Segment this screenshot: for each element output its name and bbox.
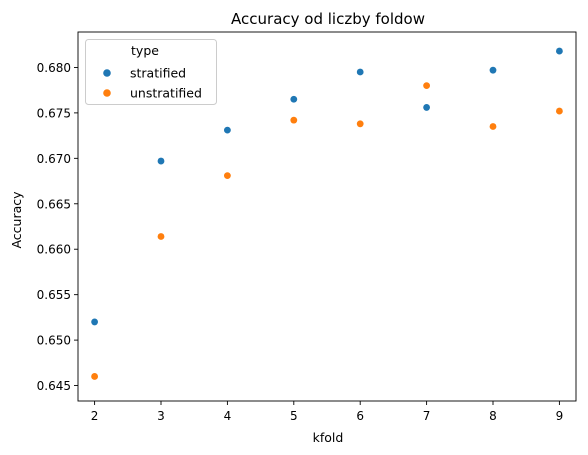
y-tick-label: 0.660 bbox=[37, 243, 71, 257]
y-tick-label: 0.655 bbox=[37, 288, 71, 302]
x-tick-label: 5 bbox=[290, 409, 298, 423]
y-tick-label: 0.675 bbox=[37, 106, 71, 120]
data-point-unstratified bbox=[489, 123, 497, 130]
legend-box bbox=[85, 39, 217, 105]
data-point-unstratified bbox=[423, 82, 430, 90]
x-tick-label: 6 bbox=[356, 409, 364, 423]
x-tick-label: 4 bbox=[224, 409, 232, 423]
x-tick-label: 2 bbox=[91, 409, 99, 423]
x-axis-label: kfold bbox=[313, 430, 344, 445]
y-tick-label: 0.645 bbox=[37, 379, 71, 393]
data-point-unstratified bbox=[224, 172, 231, 180]
x-tick-label: 7 bbox=[423, 409, 431, 423]
plot-area bbox=[77, 31, 577, 402]
data-point-unstratified bbox=[356, 120, 364, 128]
data-point-stratified bbox=[224, 126, 231, 134]
data-point-stratified bbox=[356, 68, 364, 76]
legend-title: type bbox=[131, 43, 159, 58]
data-point-unstratified bbox=[157, 233, 165, 240]
data-point-stratified bbox=[91, 318, 98, 326]
x-tick-label: 8 bbox=[489, 409, 497, 423]
chart-title: Accuracy od liczby foldow bbox=[231, 10, 425, 28]
y-tick-label: 0.665 bbox=[37, 197, 71, 211]
plot-frame bbox=[77, 31, 577, 402]
data-points bbox=[91, 47, 563, 380]
legend-label-stratified: stratified bbox=[130, 66, 186, 81]
y-tick-label: 0.650 bbox=[37, 334, 71, 348]
x-tick-label: 3 bbox=[157, 409, 165, 423]
legend-marker-stratified bbox=[103, 69, 111, 77]
data-point-stratified bbox=[423, 104, 430, 111]
data-point-unstratified bbox=[556, 107, 563, 115]
legend-label-unstratified: unstratified bbox=[130, 86, 202, 101]
y-axis-label: Accuracy bbox=[9, 191, 24, 249]
y-tick-label: 0.680 bbox=[37, 61, 71, 75]
x-tick-label: 9 bbox=[556, 409, 564, 423]
legend: type stratified unstratified bbox=[85, 39, 217, 105]
data-point-unstratified bbox=[91, 373, 98, 380]
data-point-unstratified bbox=[290, 116, 298, 124]
data-point-stratified bbox=[489, 66, 497, 74]
legend-marker-unstratified bbox=[103, 89, 111, 97]
data-point-stratified bbox=[290, 95, 298, 103]
x-axis-ticks: 2 3 4 5 6 7 8 9 bbox=[91, 401, 563, 423]
data-point-stratified bbox=[157, 157, 165, 165]
data-point-stratified bbox=[556, 47, 563, 55]
y-tick-label: 0.670 bbox=[37, 152, 71, 166]
y-axis-ticks: 0.645 0.650 0.655 0.660 0.665 0.670 0.675 0.680 bbox=[37, 61, 78, 393]
